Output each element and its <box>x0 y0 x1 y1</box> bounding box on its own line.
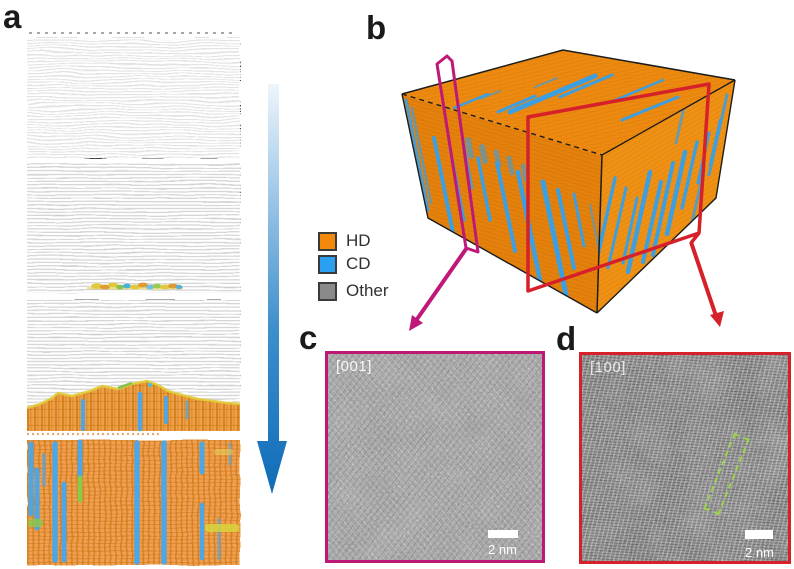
snapshot-2-ordered <box>27 163 240 293</box>
tem-100-texture <box>582 355 788 561</box>
tem-image-100: [100] 2 nm <box>582 355 788 561</box>
other-label: Other <box>346 281 389 300</box>
legend-item-other: Other <box>318 281 389 301</box>
cd-streaks-top <box>452 73 680 122</box>
panel-c-label: c <box>299 319 318 356</box>
orientation-label-100: [100] <box>590 359 626 376</box>
time-arrow <box>257 84 287 494</box>
nucleation-specks <box>87 282 183 290</box>
panel-d-label: d <box>556 320 577 357</box>
scale-bar-text-c: 2 nm <box>488 542 517 557</box>
tem-image-001: [001] 2 nm <box>328 354 542 560</box>
tem-001-texture <box>328 354 542 560</box>
hd-swatch <box>318 231 337 251</box>
cd-label: CD <box>346 254 371 273</box>
simulation-box-3d <box>401 49 736 331</box>
snapshot-3-growth-front <box>27 300 241 432</box>
scale-bar-c <box>488 530 518 538</box>
panel-b-label: b <box>366 9 387 46</box>
cd-swatch <box>318 254 337 274</box>
snapshot-4-transformed <box>27 432 240 565</box>
legend-item-hd: HD <box>318 231 371 251</box>
arrow-to-panel-c <box>413 247 468 324</box>
cd-streaks-s3 <box>81 391 189 432</box>
scale-bar-d <box>745 530 773 539</box>
slice-100-outline <box>526 82 724 327</box>
legend-item-cd: CD <box>318 254 371 274</box>
slice-001-outline <box>409 54 480 331</box>
snapshot-1-disordered <box>27 32 240 158</box>
tem-image-100-frame: [100] 2 nm <box>579 352 791 564</box>
cd-streaks-right <box>597 93 729 282</box>
orientation-label-001: [001] <box>336 358 372 375</box>
panel-a-label: a <box>3 0 22 35</box>
cd-streaks-s4 <box>28 439 232 565</box>
hd-label: HD <box>346 231 371 250</box>
arrow-to-panel-d <box>689 241 718 317</box>
scale-bar-text-d: 2 nm <box>745 545 774 560</box>
tem-image-001-frame: [001] 2 nm <box>325 351 545 563</box>
simulation-snapshots <box>27 32 241 565</box>
other-swatch <box>318 281 337 301</box>
